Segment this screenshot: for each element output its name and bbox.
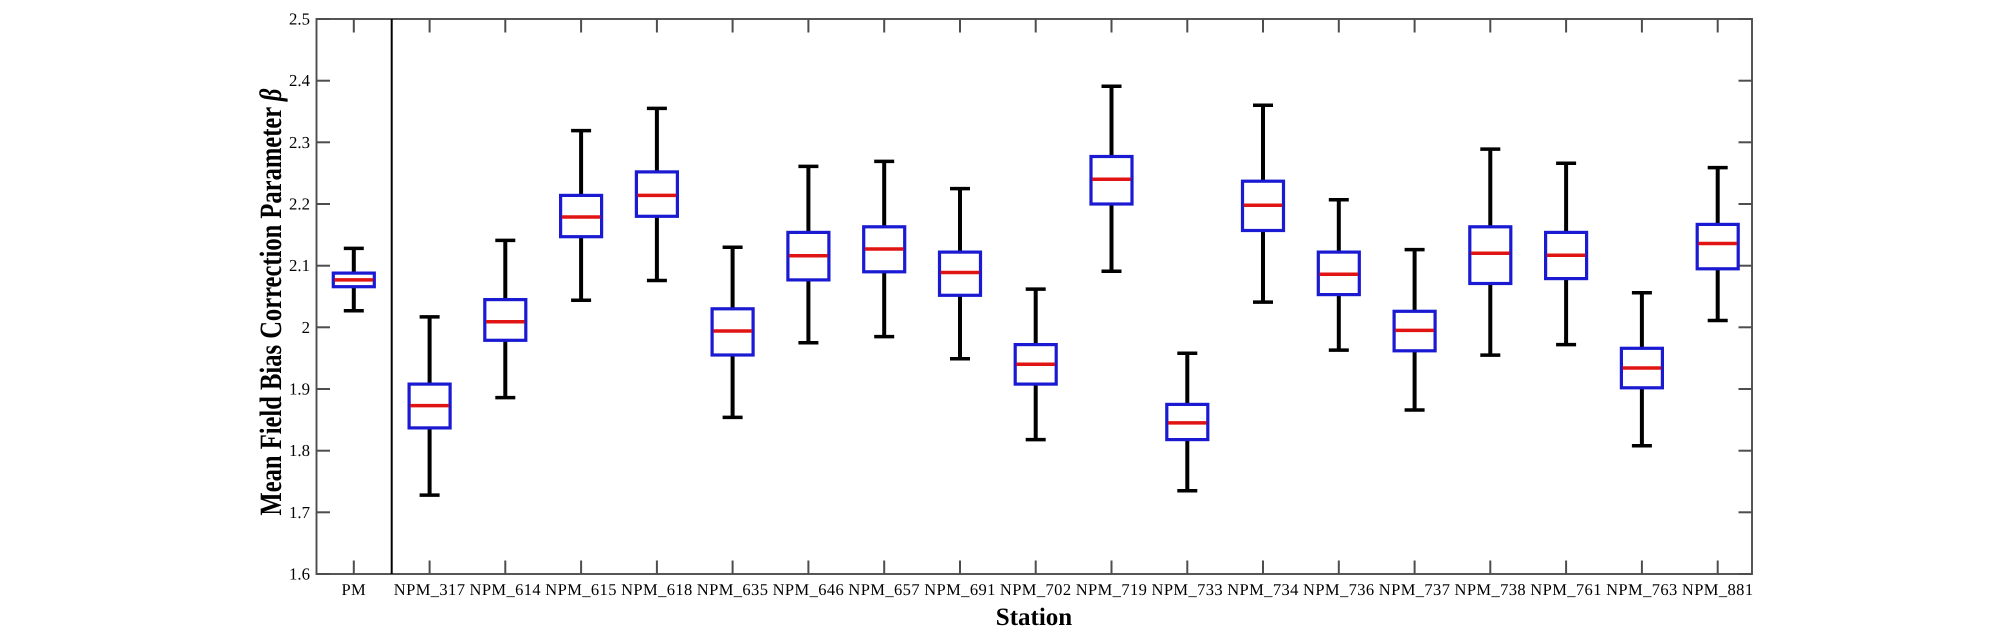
- svg-text:NPM_733: NPM_733: [1152, 580, 1224, 599]
- svg-text:2.4: 2.4: [289, 71, 311, 90]
- svg-text:1.7: 1.7: [289, 503, 310, 522]
- svg-text:NPM_618: NPM_618: [621, 580, 693, 599]
- svg-text:1.6: 1.6: [289, 565, 310, 584]
- svg-text:2.5: 2.5: [289, 10, 310, 29]
- svg-text:NPM_657: NPM_657: [848, 580, 920, 599]
- svg-text:NPM_881: NPM_881: [1682, 580, 1754, 599]
- svg-text:NPM_719: NPM_719: [1076, 580, 1148, 599]
- svg-text:PM: PM: [341, 580, 366, 599]
- svg-text:NPM_738: NPM_738: [1455, 580, 1527, 599]
- svg-text:NPM_614: NPM_614: [470, 580, 542, 599]
- svg-text:2: 2: [302, 318, 310, 337]
- svg-text:NPM_734: NPM_734: [1227, 580, 1299, 599]
- svg-text:NPM_763: NPM_763: [1606, 580, 1678, 599]
- svg-text:NPM_761: NPM_761: [1530, 580, 1602, 599]
- svg-text:NPM_691: NPM_691: [924, 580, 996, 599]
- svg-text:1.9: 1.9: [289, 380, 310, 399]
- svg-text:1.8: 1.8: [289, 441, 310, 460]
- svg-text:NPM_702: NPM_702: [1000, 580, 1072, 599]
- svg-text:2.1: 2.1: [289, 256, 310, 275]
- svg-text:Mean Field Bias Correction Par: Mean Field Bias Correction Parameter β: [253, 88, 288, 515]
- svg-text:NPM_646: NPM_646: [773, 580, 845, 599]
- svg-text:NPM_737: NPM_737: [1379, 580, 1451, 599]
- svg-text:NPM_736: NPM_736: [1303, 580, 1375, 599]
- svg-text:NPM_317: NPM_317: [394, 580, 466, 599]
- svg-text:2.3: 2.3: [289, 133, 310, 152]
- svg-text:2.2: 2.2: [289, 195, 310, 214]
- svg-text:Station: Station: [996, 604, 1073, 631]
- svg-text:NPM_635: NPM_635: [697, 580, 769, 599]
- svg-text:NPM_615: NPM_615: [545, 580, 617, 599]
